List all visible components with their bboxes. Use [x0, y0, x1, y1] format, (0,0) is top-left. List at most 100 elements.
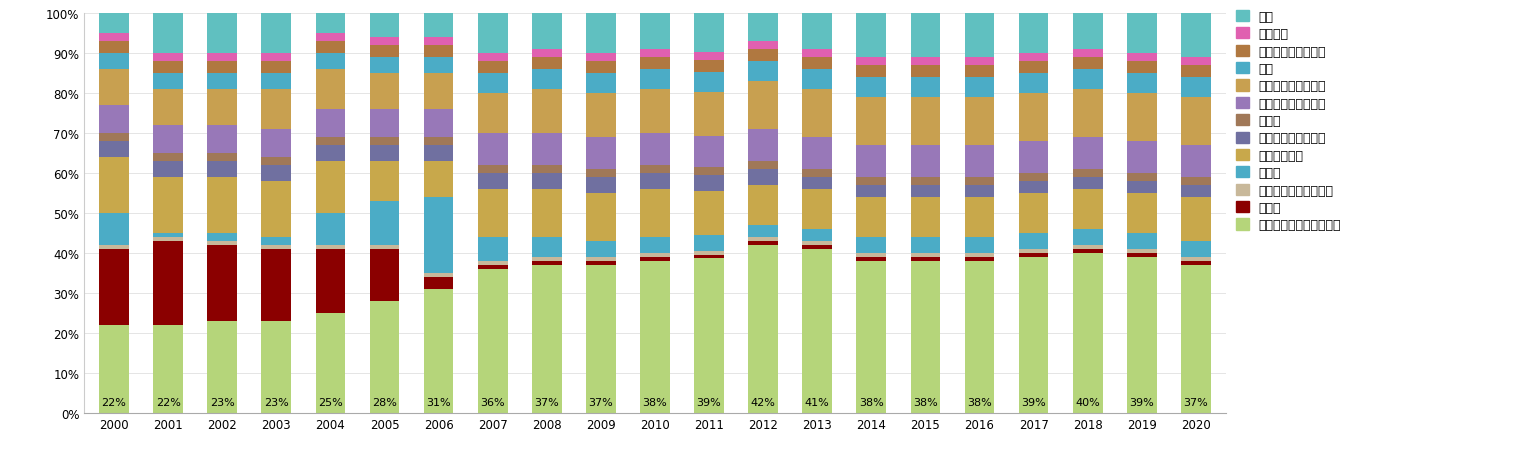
- Bar: [694, 235, 725, 251]
- Bar: [910, 98, 941, 146]
- Bar: [153, 162, 182, 178]
- Text: 28%: 28%: [372, 397, 397, 407]
- Bar: [369, 249, 400, 301]
- Bar: [856, 66, 885, 78]
- Bar: [585, 241, 616, 257]
- Bar: [1181, 265, 1210, 413]
- Bar: [532, 14, 562, 50]
- Bar: [694, 73, 725, 93]
- Bar: [640, 58, 669, 70]
- Bar: [748, 42, 778, 50]
- Bar: [585, 14, 616, 54]
- Text: 37%: 37%: [535, 397, 559, 407]
- Bar: [640, 261, 669, 413]
- Bar: [1019, 73, 1048, 94]
- Bar: [856, 253, 885, 257]
- Bar: [1181, 241, 1210, 257]
- Bar: [803, 50, 832, 58]
- Bar: [748, 241, 778, 246]
- Bar: [100, 14, 129, 34]
- Bar: [856, 14, 885, 58]
- Bar: [965, 146, 994, 178]
- Text: 22%: 22%: [156, 397, 181, 407]
- Bar: [1181, 78, 1210, 98]
- Bar: [316, 14, 345, 34]
- Bar: [640, 14, 669, 50]
- Bar: [100, 157, 129, 213]
- Bar: [1019, 14, 1048, 54]
- Bar: [640, 237, 669, 253]
- Bar: [1181, 261, 1210, 265]
- Bar: [1128, 54, 1157, 62]
- Bar: [910, 237, 941, 253]
- Bar: [1072, 50, 1103, 58]
- Bar: [153, 237, 182, 241]
- Bar: [585, 261, 616, 265]
- Bar: [532, 50, 562, 58]
- Bar: [424, 197, 453, 273]
- Bar: [694, 192, 725, 235]
- Bar: [748, 129, 778, 162]
- Bar: [1128, 62, 1157, 73]
- Bar: [262, 73, 291, 90]
- Bar: [803, 246, 832, 249]
- Bar: [1072, 58, 1103, 70]
- Bar: [207, 90, 237, 126]
- Bar: [1181, 58, 1210, 66]
- Bar: [694, 255, 725, 259]
- Bar: [965, 98, 994, 146]
- Bar: [640, 253, 669, 257]
- Bar: [1128, 249, 1157, 253]
- Bar: [100, 325, 129, 413]
- Bar: [748, 225, 778, 237]
- Bar: [1128, 181, 1157, 194]
- Bar: [585, 178, 616, 194]
- Bar: [316, 42, 345, 54]
- Text: 38%: 38%: [859, 397, 884, 407]
- Bar: [1019, 249, 1048, 253]
- Bar: [262, 249, 291, 321]
- Bar: [640, 70, 669, 90]
- Bar: [965, 237, 994, 253]
- Bar: [100, 213, 129, 246]
- Bar: [100, 70, 129, 106]
- Bar: [316, 138, 345, 146]
- Bar: [803, 241, 832, 246]
- Bar: [532, 166, 562, 174]
- Bar: [803, 90, 832, 138]
- Bar: [694, 93, 725, 136]
- Bar: [585, 62, 616, 73]
- Bar: [424, 46, 453, 58]
- Bar: [100, 246, 129, 249]
- Bar: [640, 166, 669, 174]
- Bar: [748, 246, 778, 413]
- Bar: [369, 46, 400, 58]
- Bar: [640, 50, 669, 58]
- Bar: [1181, 98, 1210, 146]
- Text: 36%: 36%: [481, 397, 506, 407]
- Bar: [478, 94, 507, 134]
- Bar: [1128, 253, 1157, 257]
- Text: 40%: 40%: [1075, 397, 1100, 407]
- Bar: [478, 174, 507, 190]
- Text: 41%: 41%: [804, 397, 830, 407]
- Bar: [1181, 185, 1210, 197]
- Bar: [369, 202, 400, 246]
- Bar: [316, 213, 345, 246]
- Bar: [748, 14, 778, 42]
- Bar: [910, 261, 941, 413]
- Bar: [316, 313, 345, 413]
- Bar: [1181, 257, 1210, 261]
- Bar: [640, 190, 669, 237]
- Bar: [585, 138, 616, 169]
- Bar: [1128, 257, 1157, 413]
- Bar: [965, 14, 994, 58]
- Bar: [369, 162, 400, 202]
- Bar: [694, 176, 725, 192]
- Bar: [207, 62, 237, 73]
- Bar: [369, 110, 400, 138]
- Text: 22%: 22%: [101, 397, 127, 407]
- Bar: [153, 233, 182, 237]
- Bar: [856, 78, 885, 98]
- Bar: [100, 141, 129, 157]
